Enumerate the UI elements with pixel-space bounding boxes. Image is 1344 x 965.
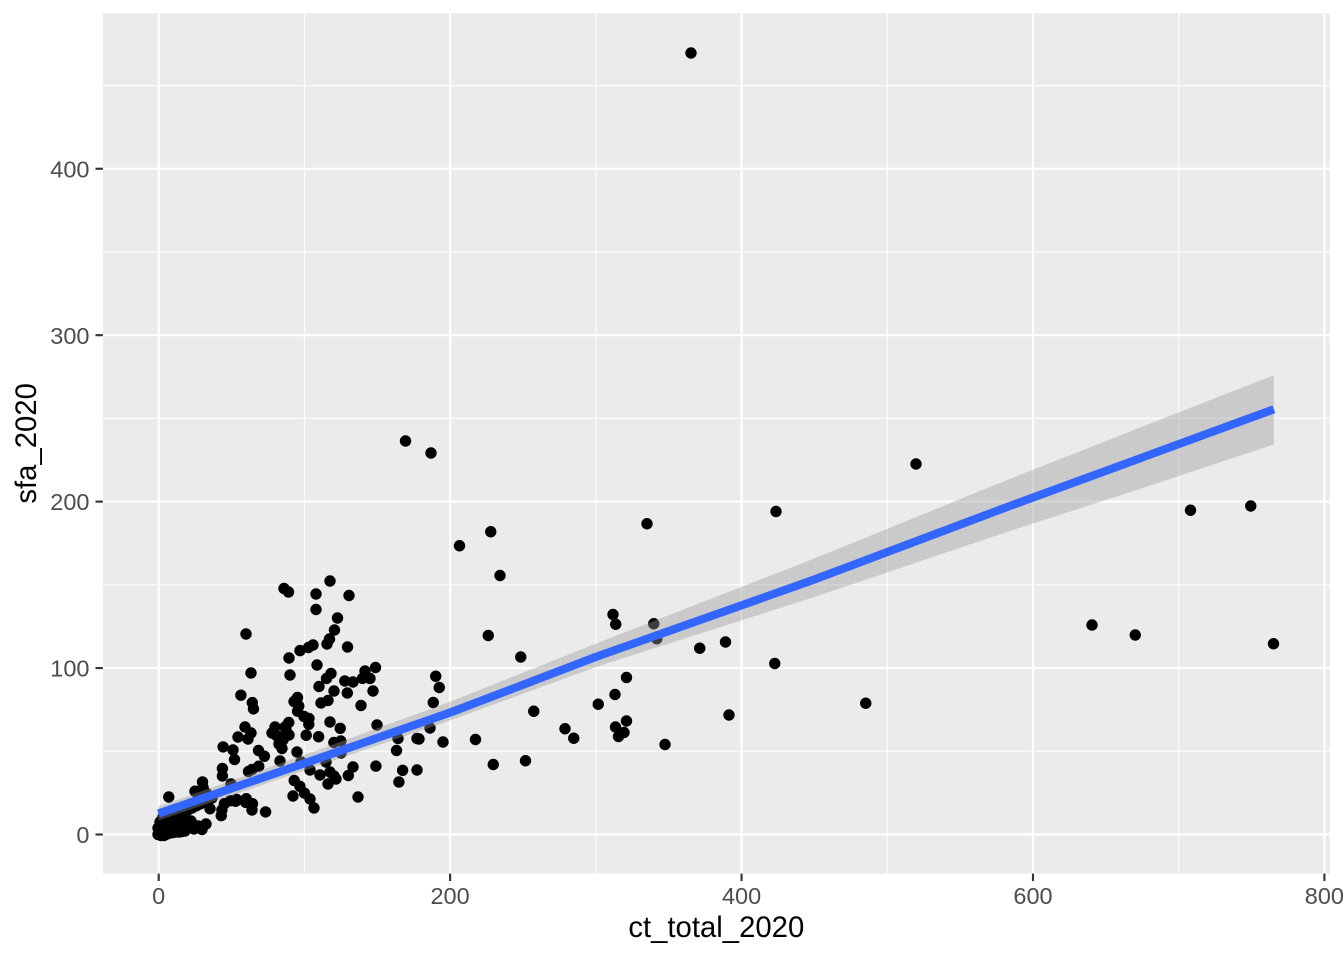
- svg-text:800: 800: [1305, 883, 1344, 909]
- svg-text:600: 600: [1013, 883, 1052, 909]
- svg-text:200: 200: [50, 489, 89, 515]
- svg-text:sfa_2020: sfa_2020: [10, 383, 43, 504]
- svg-text:400: 400: [722, 883, 761, 909]
- svg-text:0: 0: [152, 883, 165, 909]
- svg-text:200: 200: [430, 883, 469, 909]
- svg-text:0: 0: [76, 822, 89, 848]
- svg-text:400: 400: [50, 156, 89, 182]
- svg-text:100: 100: [50, 656, 89, 682]
- svg-text:300: 300: [50, 323, 89, 349]
- svg-text:ct_total_2020: ct_total_2020: [628, 911, 804, 944]
